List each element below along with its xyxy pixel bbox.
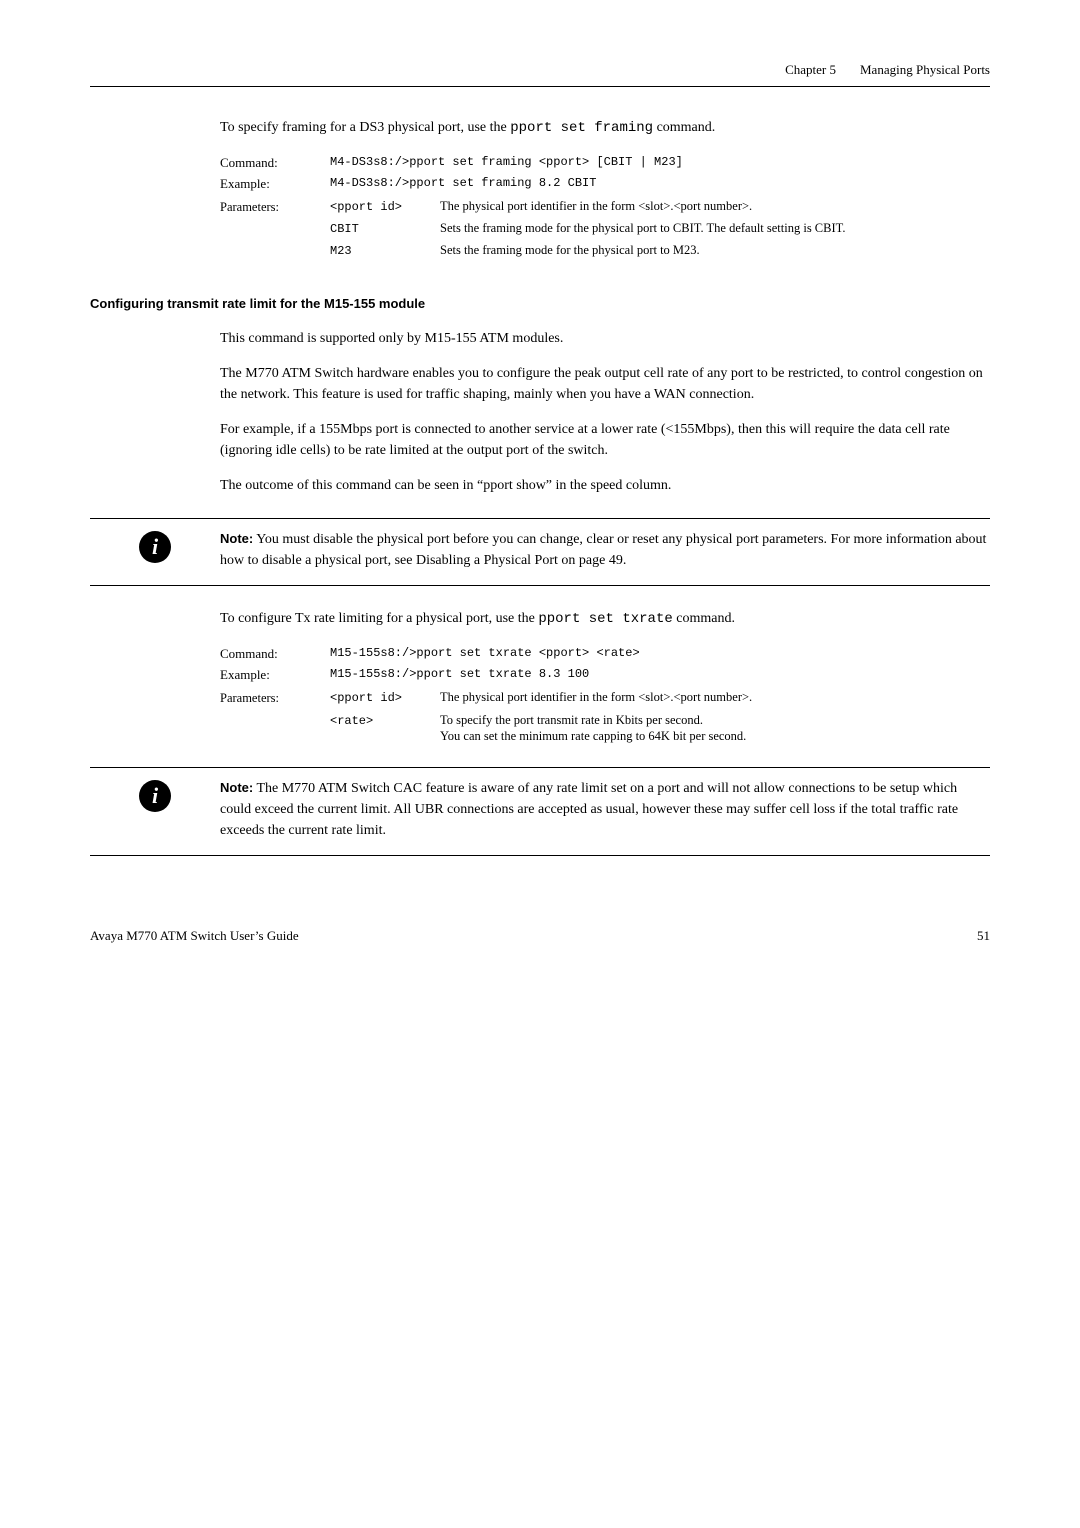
paragraph: This command is supported only by M15-15…: [220, 328, 990, 349]
example-label: Example:: [220, 174, 330, 194]
note-label: Note:: [220, 780, 253, 795]
command-label: Command:: [220, 153, 330, 173]
footer-left: Avaya M770 ATM Switch User’s Guide: [90, 926, 299, 946]
intro2-post: command.: [673, 611, 735, 626]
paragraph: The M770 ATM Switch hardware enables you…: [220, 363, 990, 405]
note-text: Note: You must disable the physical port…: [220, 529, 990, 571]
param-desc: Sets the framing mode for the physical p…: [440, 220, 990, 237]
note-block-1: i Note: You must disable the physical po…: [90, 518, 990, 586]
footer-page-number: 51: [977, 926, 990, 946]
page-header: Chapter 5 Managing Physical Ports: [90, 60, 990, 87]
intro2-pre: To configure Tx rate limiting for a phys…: [220, 611, 538, 626]
param-code: M23: [330, 242, 440, 260]
command-code: M15-155s8:/>pport set txrate <pport> <ra…: [330, 644, 640, 664]
param-desc: The physical port identifier in the form…: [440, 198, 990, 215]
param-code: <pport id>: [330, 689, 440, 707]
params-block-2: Parameters: <pport id> The physical port…: [220, 689, 990, 746]
command-block-1: Command: M4-DS3s8:/>pport set framing <p…: [220, 153, 990, 194]
param-code: <pport id>: [330, 198, 440, 216]
intro2-cmd: pport set txrate: [538, 611, 672, 627]
parameters-label: Parameters:: [220, 198, 330, 217]
paragraph: The outcome of this command can be seen …: [220, 475, 990, 496]
note-body: You must disable the physical port befor…: [220, 532, 986, 568]
param-desc: To specify the port transmit rate in Kbi…: [440, 712, 990, 746]
example-code: M4-DS3s8:/>pport set framing 8.2 CBIT: [330, 174, 596, 194]
example-label: Example:: [220, 665, 330, 685]
command-block-2: Command: M15-155s8:/>pport set txrate <p…: [220, 644, 990, 685]
info-icon: i: [139, 780, 171, 812]
param-code: CBIT: [330, 220, 440, 238]
example-code: M15-155s8:/>pport set txrate 8.3 100: [330, 665, 589, 685]
command-label: Command:: [220, 644, 330, 664]
param-desc: Sets the framing mode for the physical p…: [440, 242, 990, 259]
chapter-label: Chapter 5: [785, 60, 836, 80]
note-icon-wrap: i: [90, 529, 220, 571]
intro1-cmd: pport set framing: [510, 120, 653, 136]
note-label: Note:: [220, 531, 253, 546]
chapter-title: Managing Physical Ports: [860, 60, 990, 80]
param-code: <rate>: [330, 712, 440, 730]
info-icon: i: [139, 531, 171, 563]
paragraph: For example, if a 155Mbps port is connec…: [220, 419, 990, 461]
note-body: The M770 ATM Switch CAC feature is aware…: [220, 781, 958, 838]
params-block-1: Parameters: <pport id> The physical port…: [220, 198, 990, 261]
intro-paragraph-2: To configure Tx rate limiting for a phys…: [220, 608, 990, 630]
parameters-label: Parameters:: [220, 689, 330, 708]
command-code: M4-DS3s8:/>pport set framing <pport> [CB…: [330, 153, 683, 173]
intro1-post: command.: [653, 120, 715, 135]
note-block-2: i Note: The M770 ATM Switch CAC feature …: [90, 767, 990, 856]
section-heading: Configuring transmit rate limit for the …: [90, 294, 990, 314]
note-text: Note: The M770 ATM Switch CAC feature is…: [220, 778, 990, 841]
param-desc: The physical port identifier in the form…: [440, 689, 990, 706]
intro1-pre: To specify framing for a DS3 physical po…: [220, 120, 510, 135]
intro-paragraph-1: To specify framing for a DS3 physical po…: [220, 117, 990, 139]
page-footer: Avaya M770 ATM Switch User’s Guide 51: [90, 926, 990, 946]
note-icon-wrap: i: [90, 778, 220, 841]
